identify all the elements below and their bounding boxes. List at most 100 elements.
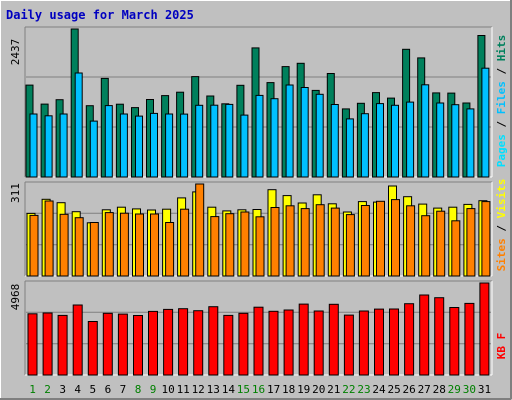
panels (24, 26, 493, 376)
sites-bar-day-12 (195, 183, 205, 277)
kbf-bar-day-3 (57, 314, 68, 376)
files-bar-day-1 (29, 113, 38, 178)
kb-max-label: 4968 (9, 284, 22, 311)
kbf-bar-day-9 (148, 310, 158, 376)
svg-text:Sites / Visits: Sites / Visits (495, 179, 508, 272)
chart-title: Daily usage for March 2025 (6, 8, 194, 22)
kbf-bar-day-16 (253, 306, 264, 376)
legend-pages: Pages (495, 134, 508, 167)
x-tick-label: 3 (59, 383, 66, 396)
files-bar-day-21 (330, 104, 339, 178)
sites-bar-day-16 (255, 216, 265, 277)
x-tick-label: 29 (448, 383, 461, 396)
x-tick-label: 8 (135, 383, 142, 396)
x-tick-label: 2 (44, 383, 51, 396)
files-bar-day-12 (195, 104, 204, 178)
files-bar-day-27 (421, 84, 430, 178)
files-bar-day-26 (406, 101, 415, 178)
files-bar-day-17 (270, 98, 279, 178)
kbf-bar-day-22 (343, 314, 354, 376)
kbf-bar-day-5 (87, 321, 98, 376)
kbf-bar-day-8 (133, 315, 143, 376)
files-bar-day-13 (210, 104, 219, 178)
kbf-bar-day-10 (163, 308, 174, 376)
kbf-bar-day-11 (178, 308, 189, 376)
kbf-bar-day-6 (102, 312, 113, 376)
x-tick-label: 11 (177, 383, 190, 396)
sites-bar-day-13 (210, 216, 220, 277)
files-bar-day-15 (240, 114, 249, 178)
files-bar-day-19 (300, 87, 309, 178)
x-tick-label: 25 (387, 383, 400, 396)
files-bar-day-5 (89, 120, 98, 178)
files-bar-day-6 (104, 105, 113, 178)
sites-bar-day-7 (119, 212, 129, 277)
hits-files-pages-panel (24, 26, 493, 178)
legend-kbf: KB F (495, 333, 508, 360)
legend-sites: Sites (495, 238, 508, 271)
files-bar-day-2 (44, 115, 53, 178)
sites-bar-day-8 (135, 213, 144, 277)
sites-bar-day-24 (376, 200, 385, 277)
files-bar-day-14 (225, 103, 234, 178)
sites-panel-legend: Sites / Visits (495, 179, 508, 272)
svg-text:KB F: KB F (495, 333, 508, 360)
kbf-bar-day-23 (358, 310, 369, 376)
kbf-bar-day-4 (72, 304, 83, 376)
x-tick-label: 27 (418, 383, 431, 396)
sites-bar-day-23 (360, 205, 370, 277)
svg-text:Pages / Files / Hits: Pages / Files / Hits (495, 35, 508, 168)
files-bar-day-28 (436, 102, 445, 178)
sites-bar-day-6 (104, 212, 114, 277)
sites-bar-day-28 (436, 210, 446, 277)
sites-bar-day-4 (74, 217, 84, 277)
x-tick-label: 6 (105, 383, 112, 396)
sites-bar-day-1 (29, 214, 39, 277)
sites-bar-day-30 (466, 208, 476, 277)
sites-bar-day-9 (150, 213, 159, 277)
x-tick-label: 28 (433, 383, 446, 396)
sites-max-label: 311 (9, 183, 22, 203)
files-bar-day-20 (315, 93, 324, 178)
files-bar-day-18 (285, 84, 294, 178)
sites-bar-day-20 (315, 204, 325, 277)
files-bar-day-23 (360, 113, 369, 178)
x-tick-label: 22 (342, 383, 355, 396)
x-tick-label: 13 (207, 383, 220, 396)
sites-bar-day-26 (406, 205, 416, 277)
kb-panel-legend: KB F (495, 333, 508, 360)
files-bar-day-31 (481, 67, 490, 178)
x-tick-label: 7 (120, 383, 127, 396)
x-axis-labels: 1 2 3 4 5 6 7 8 9 10 11 12 13 14 15 16 17 18 19 20 21 22 23 24 2… (29, 383, 491, 396)
files-bar-day-11 (180, 113, 189, 178)
sites-bar-day-31 (481, 201, 491, 277)
sites-bar-day-29 (451, 220, 461, 277)
kbf-bar-day-17 (268, 310, 279, 376)
kbf-bar-day-24 (374, 308, 384, 376)
files-bar-day-9 (150, 112, 158, 178)
sites-bar-day-2 (44, 200, 54, 277)
x-tick-label: 15 (237, 383, 250, 396)
files-bar-day-8 (135, 115, 143, 178)
sites-bar-day-21 (330, 207, 340, 277)
sites-bar-day-10 (165, 222, 175, 277)
files-bar-day-7 (119, 113, 128, 178)
sites-bar-day-11 (180, 208, 190, 277)
x-tick-label: 24 (372, 383, 386, 396)
x-tick-label: 17 (267, 383, 280, 396)
x-tick-label: 4 (74, 383, 81, 396)
kbf-bar-day-21 (328, 303, 339, 376)
hits-max-label: 2437 (9, 39, 22, 66)
kbf-bar-day-2 (42, 312, 53, 376)
x-tick-label: 26 (402, 383, 415, 396)
legend-hits: Hits (495, 35, 508, 62)
x-tick-label: 31 (478, 383, 491, 396)
x-tick-label: 21 (327, 383, 340, 396)
x-tick-label: 23 (357, 383, 370, 396)
kbf-bar-day-19 (298, 303, 309, 376)
kbf-bar-day-30 (464, 302, 475, 376)
kbf-bar-day-27 (419, 294, 430, 376)
kbf-bar-day-7 (117, 313, 128, 376)
